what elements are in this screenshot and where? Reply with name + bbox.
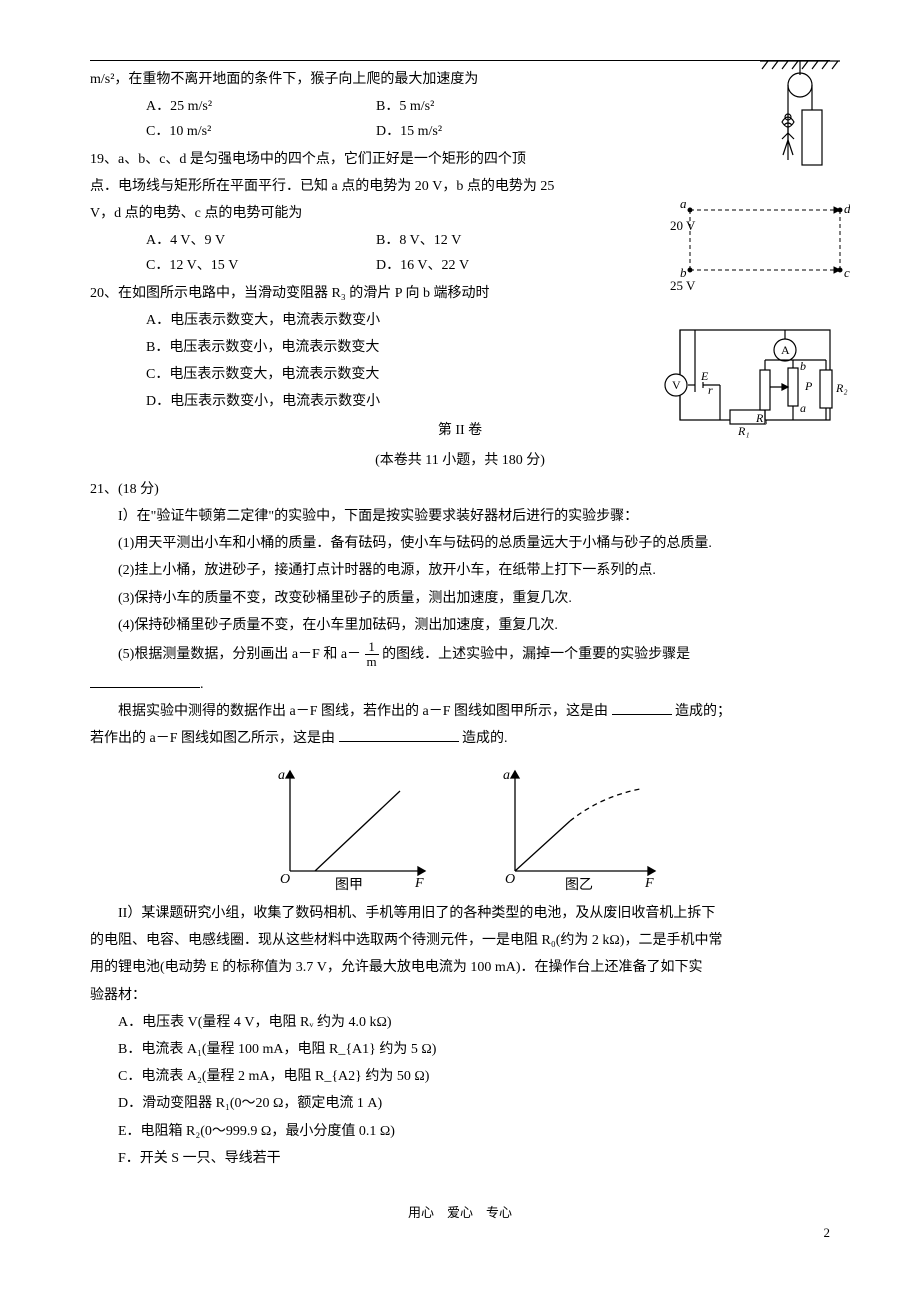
chart-yi: a O F 图乙 [490, 761, 660, 891]
q21-p1-6a: 根据实验中测得的数据作出 a－F 图线，若作出的 a－F 图线如图甲所示，这是由 [118, 704, 608, 719]
svg-text:A: A [781, 343, 790, 357]
rect-field-figure: a d b c 20 V 25 V [670, 195, 850, 295]
q21-p1-5a: (5)根据测量数据，分别画出 a－F 和 a－ [118, 647, 361, 662]
q21-item-f: F．开关 S 一只、导线若干 [90, 1146, 830, 1171]
q21-item-b: B．电流表 A₁(量程 100 mA，电阻 R_{A1} 约为 5 Ω) [90, 1037, 830, 1062]
svg-text:R₃: R₃ [755, 411, 768, 425]
page-number: 2 [824, 1221, 831, 1244]
q21-p1-4: (4)保持砂桶里砂子质量不变，在小车里加砝码，测出加速度，重复几次. [90, 613, 830, 638]
frac-den: m [365, 655, 379, 669]
q18-opts-row1: A．25 m/s² B．5 m/s² [90, 94, 830, 119]
svg-text:F: F [414, 876, 424, 891]
q21-item-a: A．电压表 V(量程 4 V，电阻 Rᵥ 约为 4.0 kΩ) [90, 1010, 830, 1035]
footer-motto: 用心 爱心 专心 [90, 1201, 830, 1224]
q21-p2-intro: II）某课题研究小组，收集了数码相机、手机等用旧了的各种类型的电池，及从废旧收音… [90, 901, 830, 926]
q21-p1-7: 若作出的 a－F 图线如图乙所示，这是由 造成的. [90, 726, 830, 751]
q21-item-c: C．电流表 A₂(量程 2 mA，电阻 R_{A2} 约为 50 Ω) [90, 1064, 830, 1089]
q18-opt-c: C．10 m/s² [146, 119, 376, 144]
q21-p1-2: (2)挂上小桶，放进砂子，接通打点计时器的电源，放开小车，在纸带上打下一系列的点… [90, 558, 830, 583]
q21-p1-6: 根据实验中测得的数据作出 a－F 图线，若作出的 a－F 图线如图甲所示，这是由… [90, 699, 830, 724]
q21-p1-7b: 造成的. [462, 731, 508, 746]
q21-head: 21、(18 分) [90, 477, 830, 502]
svg-text:a: a [800, 401, 806, 415]
svg-text:图乙: 图乙 [565, 877, 593, 891]
svg-text:F: F [644, 876, 654, 891]
svg-text:V: V [672, 378, 681, 392]
svg-text:c: c [844, 265, 850, 280]
chart-row: a O F 图甲 a O F 图乙 [90, 761, 830, 891]
svg-text:O: O [280, 872, 290, 887]
blank-cause1[interactable] [612, 700, 672, 715]
section2-subtitle: (本卷共 11 小题，共 180 分) [90, 448, 830, 473]
svg-text:E: E [700, 369, 709, 383]
svg-text:r: r [708, 383, 713, 397]
top-rule [90, 60, 830, 61]
q19-opt-c: C．12 V、15 V [146, 253, 376, 278]
svg-text:R₁: R₁ [737, 424, 750, 438]
svg-text:R₂: R₂ [835, 381, 848, 395]
q21-p1-5: (5)根据测量数据，分别画出 a－F 和 a－ 1 m 的图线．上述实验中，漏掉… [90, 640, 830, 670]
q21-p1-6b: 造成的； [675, 704, 731, 719]
q18-opt-a: A．25 m/s² [146, 94, 376, 119]
svg-text:d: d [844, 201, 850, 216]
q18-opts-row2: C．10 m/s² D．15 m/s² [90, 119, 830, 144]
q19-opt-a: A．4 V、9 V [146, 228, 376, 253]
q19-opt-b: B．8 V、12 V [376, 228, 606, 253]
svg-text:P: P [804, 379, 813, 393]
q18-stem: m/s²，在重物不离开地面的条件下，猴子向上爬的最大加速度为 [90, 67, 830, 92]
svg-text:20 V: 20 V [670, 218, 696, 233]
frac-num: 1 [365, 640, 379, 655]
q21-p1-7a: 若作出的 a－F 图线如图乙所示，这是由 [90, 731, 335, 746]
svg-text:25 V: 25 V [670, 278, 696, 293]
q21-p1-intro: I）在"验证牛顿第二定律"的实验中，下面是按实验要求装好器材后进行的实验步骤： [90, 504, 830, 529]
q21-p1-5b: 的图线．上述实验中，漏掉一个重要的实验步骤是 [382, 647, 690, 662]
svg-text:a: a [503, 768, 510, 783]
q19-stem1: 19、a、b、c、d 是匀强电场中的四个点，它们正好是一个矩形的四个顶 [90, 147, 830, 172]
chart-jia: a O F 图甲 [260, 761, 430, 891]
svg-text:a: a [278, 768, 285, 783]
q21-item-e: E．电阻箱 R₂(0～999.9 Ω，最小分度值 0.1 Ω) [90, 1119, 830, 1144]
q18-opt-d: D．15 m/s² [376, 119, 606, 144]
q21-blank1: . [90, 672, 830, 697]
svg-text:b: b [800, 359, 806, 373]
q21-p2-intro4: 验器材： [90, 983, 830, 1008]
q18-opt-b: B．5 m/s² [376, 94, 606, 119]
svg-text:O: O [505, 872, 515, 887]
svg-text:图甲: 图甲 [335, 878, 363, 891]
q21-p2-intro2: 的电阻、电容、电感线圈．现从这些材料中选取两个待测元件，一是电阻 R₀(约为 2… [90, 928, 830, 953]
pulley-figure [740, 55, 850, 175]
fraction-1-over-m: 1 m [365, 640, 379, 670]
q21-p1-3: (3)保持小车的质量不变，改变砂桶里砂子的质量，测出加速度，重复几次. [90, 586, 830, 611]
pulley-svg [740, 55, 850, 175]
q21-p2-intro3: 用的锂电池(电动势 E 的标称值为 3.7 V，允许最大放电电流为 100 mA… [90, 955, 830, 980]
blank-cause2[interactable] [339, 727, 459, 742]
circuit-svg: A V E r R₁ R₂ R₃ P a b [660, 320, 850, 440]
q19-opt-d: D．16 V、22 V [376, 253, 606, 278]
svg-text:a: a [680, 196, 687, 211]
q21-p1-1: (1)用天平测出小车和小桶的质量．备有砝码，使小车与砝码的总质量远大于小桶与砂子… [90, 531, 830, 556]
q21-item-d: D．滑动变阻器 R₁(0～20 Ω，额定电流 1 A) [90, 1091, 830, 1116]
rect-field-svg: a d b c 20 V 25 V [670, 195, 850, 295]
circuit-figure: A V E r R₁ R₂ R₃ P a b [660, 320, 850, 440]
